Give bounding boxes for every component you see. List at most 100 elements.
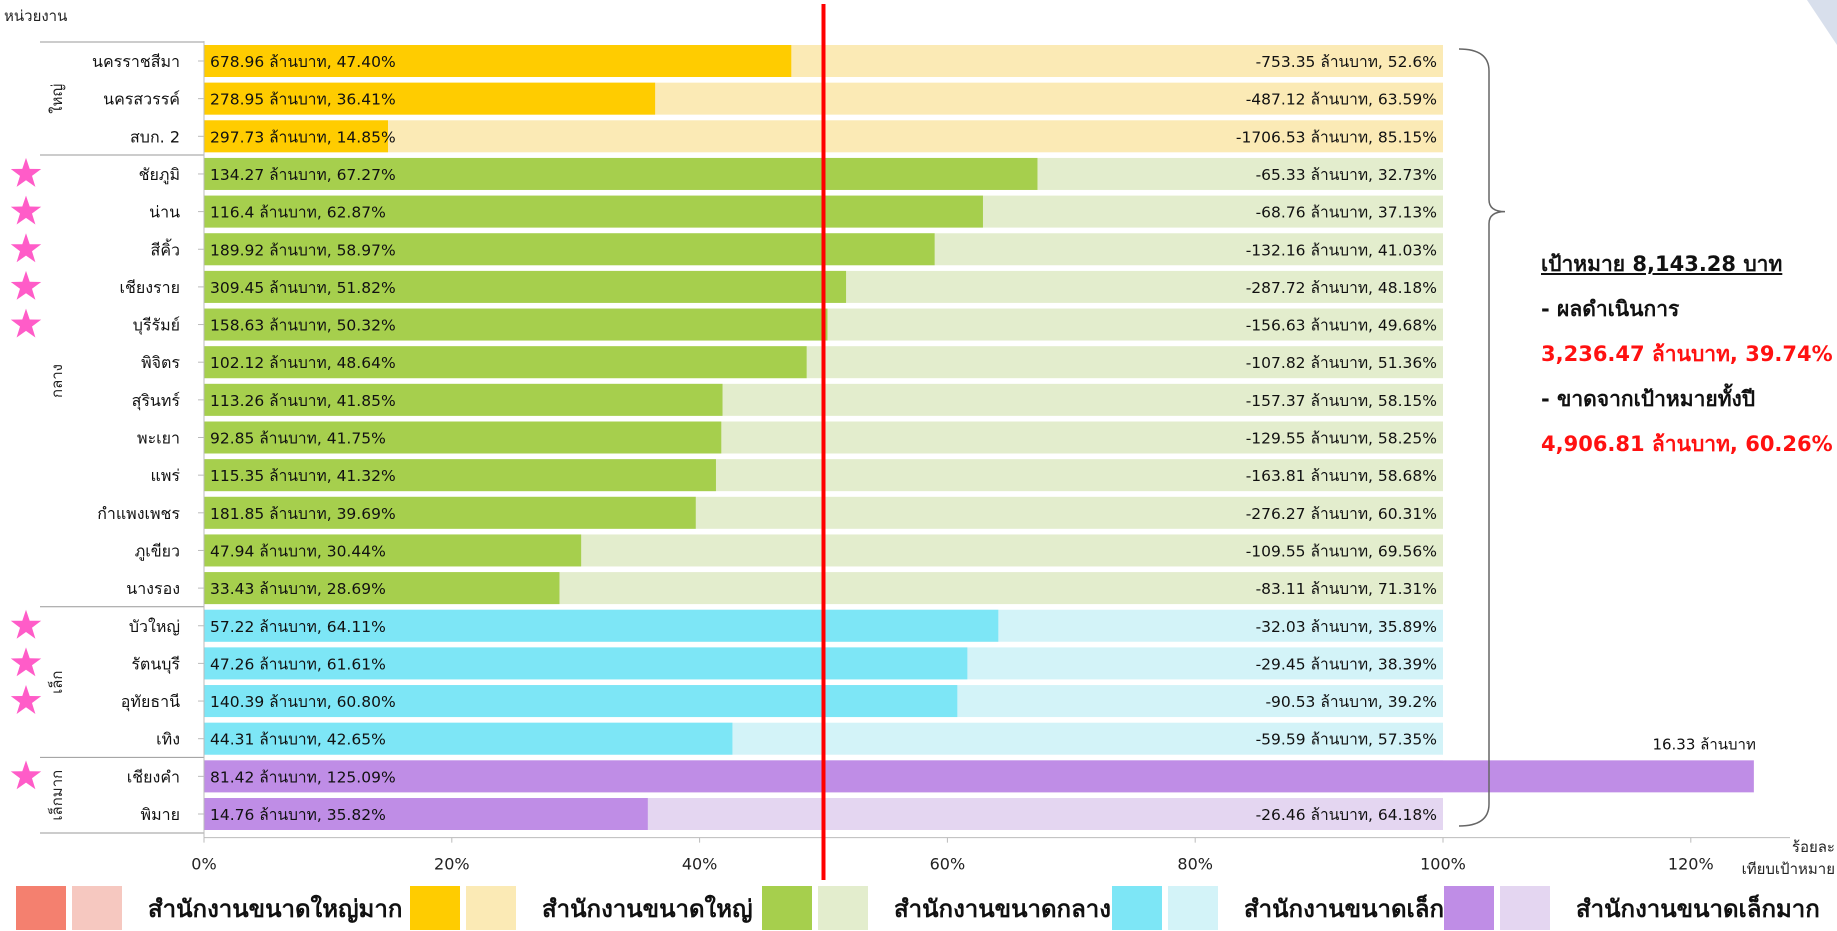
category-label: พิมาย <box>141 805 180 824</box>
group-label: กลาง <box>48 364 66 398</box>
bar-achieved-label: 115.35 ล้านบาท, 41.32% <box>210 467 396 485</box>
category-label: อุทัยธานี <box>121 692 180 712</box>
legend-item-xlarge: สำนักงานขนาดใหญ่มาก <box>16 886 402 930</box>
bar-achieved-label: 678.96 ล้านบาท, 47.40% <box>210 53 396 71</box>
category-label: เทิง <box>156 730 180 749</box>
bar-achieved-label: 140.39 ล้านบาท, 60.80% <box>210 693 396 711</box>
legend-swatch-light <box>466 886 516 930</box>
summary-panel: เป้าหมาย 8,143.28 บาท - ผลดำเนินการ 3,23… <box>1541 242 1833 467</box>
summary-result-heading: - ผลดำเนินการ <box>1541 297 1680 321</box>
star-icon <box>10 760 42 790</box>
bar-achieved <box>204 722 733 755</box>
x-axis-title: ร้อยละ เทียบเป้าหมาย <box>1720 836 1835 880</box>
bar-remaining-label: -107.82 ล้านบาท, 51.36% <box>1246 354 1437 372</box>
summary-gap-value: 4,906.81 ล้านบาท, 60.26% <box>1541 432 1833 456</box>
category-label: บุรีรัมย์ <box>133 316 180 336</box>
bar-achieved-label: 297.73 ล้านบาท, 14.85% <box>210 128 396 146</box>
bar-remaining-label: -65.33 ล้านบาท, 32.73% <box>1256 166 1437 184</box>
x-tick-label: 60% <box>930 855 966 874</box>
category-label: นางรอง <box>126 579 180 598</box>
bar-achieved <box>204 421 722 454</box>
bar-achieved-label: 116.4 ล้านบาท, 62.87% <box>210 204 386 222</box>
x-tick-label: 0% <box>191 855 216 874</box>
corner-decoration <box>1807 0 1837 45</box>
bar-achieved <box>204 270 847 303</box>
bar-achieved <box>204 572 560 605</box>
x-axis-title-line1: ร้อยละ <box>1791 838 1835 856</box>
category-label: สบก. 2 <box>130 127 180 146</box>
group-label: ใหญ่ <box>48 84 66 114</box>
bar-remaining-label: -83.11 ล้านบาท, 71.31% <box>1256 580 1437 598</box>
bar-excess-label: 16.33 ล้านบาท <box>1652 735 1755 753</box>
star-icon <box>10 157 42 187</box>
bar-remaining-label: -59.59 ล้านบาท, 57.35% <box>1256 731 1437 749</box>
legend-label: สำนักงานขนาดเล็ก <box>1244 894 1444 923</box>
category-label: แพร่ <box>151 466 181 485</box>
bar-achieved <box>204 82 656 115</box>
legend-item-medium: สำนักงานขนาดกลาง <box>762 886 1111 930</box>
bar-remaining-label: -287.72 ล้านบาท, 48.18% <box>1246 279 1437 297</box>
legend-item-large: สำนักงานขนาดใหญ่ <box>410 886 753 930</box>
bar-remaining-label: -753.35 ล้านบาท, 52.6% <box>1256 53 1437 71</box>
x-tick-label: 120% <box>1668 855 1714 874</box>
category-label: น่าน <box>149 203 180 222</box>
x-axis-title-line2: เทียบเป้าหมาย <box>1741 860 1835 878</box>
bar-achieved <box>204 685 958 718</box>
legend-label: สำนักงานขนาดกลาง <box>894 894 1111 923</box>
bar-remaining-label: -90.53 ล้านบาท, 39.2% <box>1265 693 1437 711</box>
category-label: พิจิตร <box>141 353 180 372</box>
legend-swatch-light <box>1500 886 1550 930</box>
bar-remaining-label: -163.81 ล้านบาท, 58.68% <box>1246 467 1437 485</box>
category-label: รัตนบุรี <box>131 654 180 674</box>
category-label: สีคิ้ว <box>151 238 180 259</box>
bar-achieved <box>204 195 983 228</box>
legend-swatch-dark <box>16 886 66 930</box>
legend-label: สำนักงานขนาดใหญ่ <box>542 894 753 923</box>
y-axis-title: หน่วยงาน <box>4 7 68 25</box>
category-label: ชัยภูมิ <box>139 165 180 185</box>
bar-remaining-label: -26.46 ล้านบาท, 64.18% <box>1256 806 1437 824</box>
category-label: พะเยา <box>137 429 180 448</box>
bar-achieved-label: 92.85 ล้านบาท, 41.75% <box>210 430 386 448</box>
summary-result-value: 3,236.47 ล้านบาท, 39.74% <box>1541 342 1833 366</box>
group-label: เล็ก <box>47 670 66 693</box>
legend-label: สำนักงานขนาดเล็กมาก <box>1576 894 1820 923</box>
bar-chart: 678.96 ล้านบาท, 47.40% -753.35 ล้านบาท, 5… <box>10 4 1790 880</box>
legend-swatch-light <box>818 886 868 930</box>
bar-achieved-label: 47.26 ล้านบาท, 61.61% <box>210 655 386 673</box>
bar-achieved-label: 189.92 ล้านบาท, 58.97% <box>210 241 396 259</box>
bar-remaining-label: -129.55 ล้านบาท, 58.25% <box>1246 430 1437 448</box>
bar-achieved-label: 57.22 ล้านบาท, 64.11% <box>210 618 386 636</box>
bar-remaining-label: -156.63 ล้านบาท, 49.68% <box>1246 317 1437 335</box>
category-label: บัวใหญ่ <box>129 617 180 636</box>
bar-achieved-label: 309.45 ล้านบาท, 51.82% <box>210 279 396 297</box>
bar-achieved-label: 14.76 ล้านบาท, 35.82% <box>210 806 386 824</box>
bar-achieved <box>204 798 648 830</box>
bar-remaining-label: -157.37 ล้านบาท, 58.15% <box>1246 392 1437 410</box>
legend-swatch-dark <box>1444 886 1494 930</box>
bar-achieved-label: 113.26 ล้านบาท, 41.85% <box>210 392 396 410</box>
star-icon <box>10 308 42 338</box>
bar-remaining-label: -276.27 ล้านบาท, 60.31% <box>1246 505 1437 523</box>
bar-remaining-label: -68.76 ล้านบาท, 37.13% <box>1256 204 1437 222</box>
x-tick-label: 80% <box>1177 855 1213 874</box>
bar-remaining-label: -487.12 ล้านบาท, 63.59% <box>1246 91 1437 109</box>
bar-achieved <box>204 459 716 492</box>
bar-achieved <box>204 308 828 341</box>
x-tick-label: 40% <box>682 855 718 874</box>
x-tick-label: 20% <box>434 855 470 874</box>
bar-achieved <box>204 609 999 642</box>
star-icon <box>10 195 42 225</box>
category-label: นครราชสีมา <box>92 52 180 71</box>
bar-achieved-label: 134.27 ล้านบาท, 67.27% <box>210 166 396 184</box>
category-label: เชียงราย <box>120 278 180 297</box>
star-icon <box>10 270 42 300</box>
bar-achieved <box>204 496 696 529</box>
legend-swatch-dark <box>1112 886 1162 930</box>
bar-achieved-label: 47.94 ล้านบาท, 30.44% <box>210 542 386 560</box>
summary-target: เป้าหมาย 8,143.28 บาท <box>1541 252 1783 276</box>
category-label: นครสวรรค์ <box>103 90 180 109</box>
x-tick-label: 100% <box>1420 855 1466 874</box>
category-label: ภูเขียว <box>135 541 180 561</box>
bar-achieved <box>204 157 1038 190</box>
